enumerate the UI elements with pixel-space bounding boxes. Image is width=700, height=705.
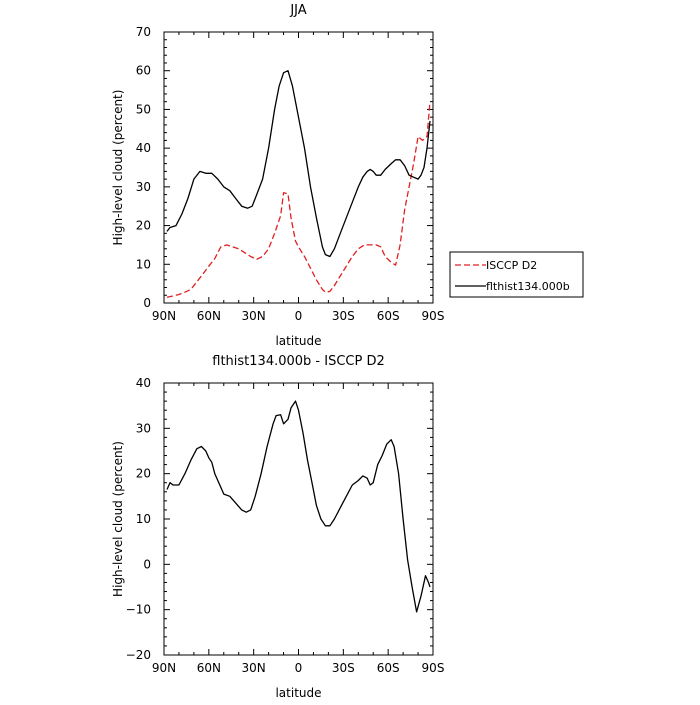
x-tick-label: 30S — [332, 309, 355, 323]
x-tick-label: 30N — [242, 309, 266, 323]
x-tick-label: 90N — [152, 661, 176, 675]
x-tick-label: 30S — [332, 661, 355, 675]
y-tick-label: −10 — [126, 603, 151, 617]
y-tick-label: 60 — [136, 64, 151, 78]
x-tick-label: 0 — [295, 309, 303, 323]
legend-label-isccp: ISCCP D2 — [486, 259, 537, 272]
y-tick-label: −20 — [126, 648, 151, 662]
x-tick-label: 60N — [197, 661, 221, 675]
y-tick-label: 40 — [136, 141, 151, 155]
y-tick-label: 0 — [143, 296, 151, 310]
panel-top: 90N 60N 30N 0 30S 60S 90S 0 10 20 30 40 50 60 70 JJA lat… — [111, 3, 444, 348]
plot-frame — [163, 31, 434, 304]
x-tick-label: 60S — [377, 309, 400, 323]
x-tick-label: 60N — [197, 309, 221, 323]
panel-bottom: 90N 60N 30N 0 30S 60S 90S −20 −10 0 10 20 30 40 flthis… — [111, 354, 444, 700]
chart-title: flthist134.000b - ISCCP D2 — [212, 354, 384, 369]
series-line-0 — [166, 101, 431, 298]
chart-title: JJA — [289, 3, 306, 18]
y-tick-label: 50 — [136, 102, 151, 116]
x-tick-label: 30N — [242, 661, 266, 675]
x-tick-label: 90N — [152, 309, 176, 323]
series-line-1 — [166, 70, 431, 258]
legend-label-model: flthist134.000b — [486, 280, 570, 293]
y-tick-label: 30 — [136, 180, 151, 194]
x-tick-label: 90S — [422, 309, 445, 323]
y-tick-label: 20 — [136, 467, 151, 481]
y-tick-label: 70 — [136, 25, 151, 39]
x-axis-label: latitude — [275, 686, 321, 700]
x-tick-label: 90S — [422, 661, 445, 675]
y-tick-label: 10 — [136, 257, 151, 271]
plot-frame — [163, 382, 434, 656]
y-axis-label: High-level cloud (percent) — [111, 90, 125, 246]
legend-box — [449, 251, 584, 298]
x-tick-label: 0 — [295, 661, 303, 675]
y-tick-label: 40 — [136, 376, 151, 390]
x-axis-label: latitude — [275, 334, 321, 348]
y-tick-label: 10 — [136, 512, 151, 526]
x-tick-label: 60S — [377, 661, 400, 675]
y-axis-label: High-level cloud (percent) — [111, 441, 125, 597]
y-tick-label: 0 — [143, 557, 151, 571]
y-tick-label: 20 — [136, 219, 151, 233]
series-line-0 — [166, 400, 431, 613]
legend: ISCCP D2 flthist134.000b — [449, 251, 584, 298]
y-tick-label: 30 — [136, 421, 151, 435]
